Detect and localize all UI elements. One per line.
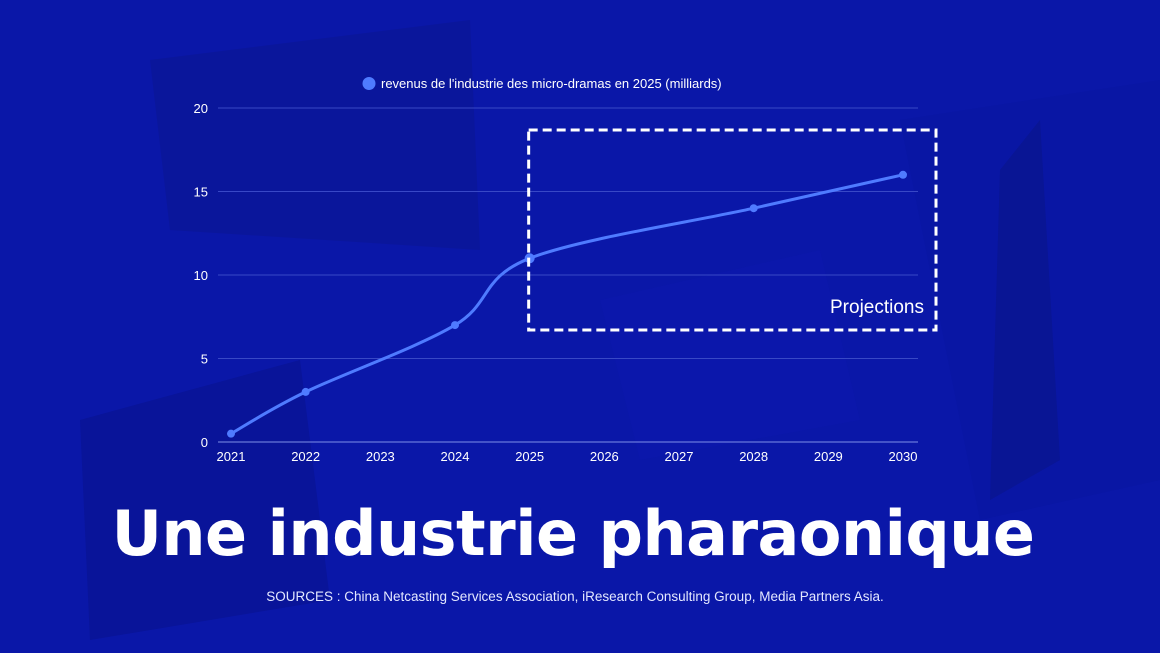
annotations: Projections — [527, 128, 938, 332]
x-tick-label-2025: 2025 — [515, 449, 544, 464]
x-tick-label-2023: 2023 — [366, 449, 395, 464]
data-point-2022 — [301, 387, 310, 396]
data-point-2024 — [451, 321, 459, 330]
axes: 0 5 10 15 20 2021 2022 2023 2024 2025 2026 2027 2028… — [194, 101, 918, 464]
x-tick-label-2021: 2021 — [217, 449, 246, 464]
x-tick-label-2028: 2028 — [739, 449, 768, 464]
y-tick-label: 5 — [201, 352, 208, 367]
projections-box — [527, 128, 938, 332]
legend: revenus de l'industrie des micro-dramas … — [362, 76, 722, 91]
x-tick-label-2029: 2029 — [814, 449, 843, 464]
x-tick-label-2026: 2026 — [590, 449, 619, 464]
sources-note: SOURCES : China Netcasting Services Asso… — [266, 589, 884, 604]
x-tick-label-2024: 2024 — [441, 449, 470, 464]
legend-marker — [362, 77, 376, 90]
y-tick-label: 10 — [194, 268, 208, 283]
x-tick-label-2022: 2022 — [291, 449, 320, 464]
y-tick-label: 0 — [201, 435, 208, 450]
data-point-2028 — [749, 204, 758, 213]
y-tick-label: 15 — [194, 185, 208, 200]
data-point-2021 — [227, 429, 235, 438]
data-point-2030 — [899, 170, 907, 179]
projections-label: Projections — [830, 297, 924, 318]
x-tick-label-2027: 2027 — [665, 449, 694, 464]
headline: Une industrie pharaonique — [111, 497, 1035, 570]
series-line — [229, 173, 905, 436]
y-tick-label: 20 — [194, 101, 208, 116]
x-tick-label-2030: 2030 — [889, 449, 918, 464]
gridlines — [218, 107, 918, 443]
series — [227, 170, 907, 438]
legend-label: revenus de l'industrie des micro-dramas … — [381, 76, 722, 91]
